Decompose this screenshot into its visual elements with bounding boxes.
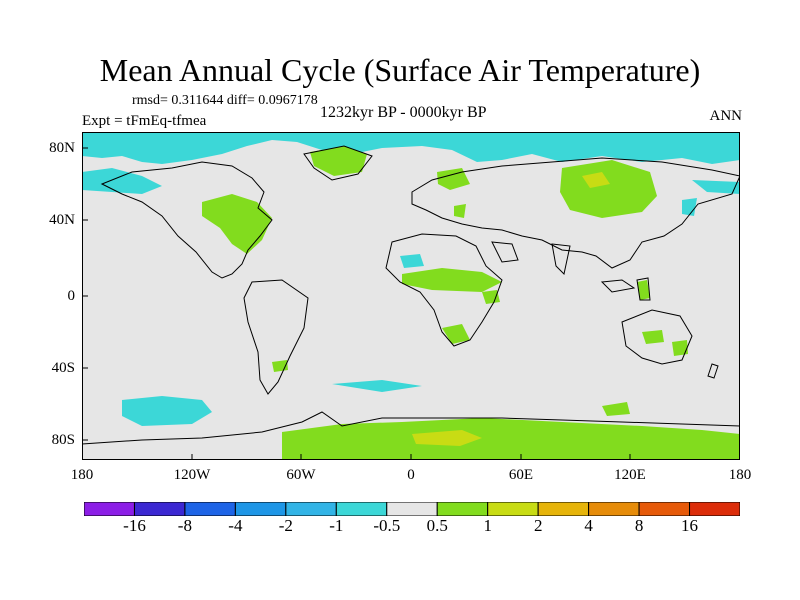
colorbar-swatch (487, 502, 539, 516)
colorbar-label: 2 (533, 516, 543, 535)
map-title: Mean Annual Cycle (Surface Air Temperatu… (99, 52, 701, 88)
colorbar-label: -1 (329, 516, 344, 535)
colorbar-label: -4 (228, 516, 243, 535)
colorbar-label: 16 (681, 516, 698, 535)
colorbar-label: -2 (278, 516, 293, 535)
stats-label: rmsd= 0.311644 diff= 0.0967178 (132, 93, 318, 108)
colorbar-swatch (588, 502, 640, 516)
colorbar-label: -8 (177, 516, 192, 535)
colorbar-swatch (234, 502, 287, 516)
lon-label-60e: 60E (508, 467, 534, 483)
colorbar-label: -16 (123, 516, 146, 535)
colorbar-label: -0.5 (373, 516, 401, 535)
lon-label-180w: 180 (70, 467, 94, 483)
colorbar-swatch (436, 502, 489, 516)
colorbar-swatch (537, 502, 590, 516)
axis-ticks (82, 147, 631, 460)
lat-label-80s: 80S (51, 432, 75, 448)
lat-label-0: 0 (67, 288, 76, 304)
colorbar-swatch (689, 502, 740, 516)
experiment-label: Expt = tFmEq-tfmea (82, 113, 207, 129)
colorbar-swatch (133, 502, 186, 516)
warm-anomaly-regions (202, 146, 740, 460)
lon-label-180e: 180 (728, 467, 752, 483)
colorbar (84, 502, 740, 516)
colorbar-swatch (386, 502, 438, 516)
lon-label-120e: 120E (614, 467, 646, 483)
period-label: 1232kyr BP - 0000kyr BP (320, 104, 487, 121)
colorbar-label: 8 (634, 516, 644, 535)
world-map (82, 132, 740, 460)
lat-label-40n: 40N (49, 212, 75, 228)
colorbar-label: 4 (584, 516, 593, 535)
lon-label-60w: 60W (286, 467, 316, 483)
season-label: ANN (709, 108, 743, 124)
colorbar-swatch (638, 502, 691, 516)
colorbar-swatch (285, 502, 337, 516)
lat-label-40s: 40S (51, 360, 75, 376)
lon-label-0: 0 (407, 467, 415, 483)
cool-anomaly-regions (82, 132, 740, 426)
lon-label-120w: 120W (173, 467, 211, 483)
colorbar-label: 0.5 (426, 516, 448, 535)
strong-warm-regions (412, 172, 610, 446)
colorbar-label: 1 (483, 516, 492, 535)
colorbar-swatch (335, 502, 388, 516)
lat-label-80n: 80N (49, 140, 75, 156)
colorbar-swatch (84, 502, 135, 516)
coastlines (82, 145, 740, 445)
colorbar-swatch (184, 502, 236, 516)
